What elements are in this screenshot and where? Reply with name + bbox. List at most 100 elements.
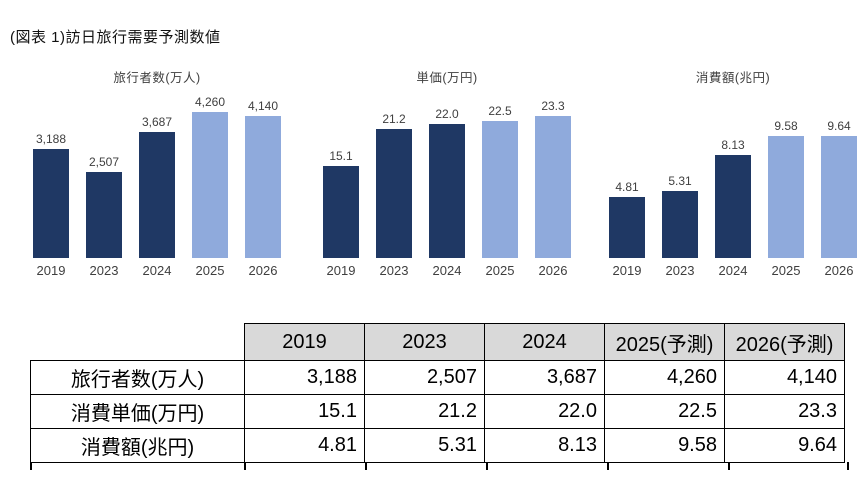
bar-group: 9.58 2025 xyxy=(768,83,804,279)
table-header-row: 2019 2023 2024 2025(予測) 2026(予測) xyxy=(31,323,845,361)
bar-group: 21.2 2023 xyxy=(376,83,412,279)
bar-value-label: 5.31 xyxy=(668,173,692,188)
bar-value-label: 9.64 xyxy=(827,118,851,133)
grid-stub xyxy=(607,462,609,470)
grid-stub xyxy=(847,462,849,470)
bar-group: 22.5 2025 xyxy=(482,83,518,279)
bar-year-label: 2026 xyxy=(248,263,278,278)
chart-consumption: 消費額(兆円) 4.81 2019 5.31 2023 8.13 2024 9.… xyxy=(603,63,863,279)
bar-value-label: 4,260 xyxy=(194,95,226,110)
bar xyxy=(33,148,69,258)
bar-year-label: 2019 xyxy=(612,263,642,278)
value-cell: 22.0 xyxy=(484,394,605,429)
grid-stub xyxy=(244,462,246,470)
bar-group: 3,188 2019 xyxy=(33,83,69,279)
bar-year-label: 2026 xyxy=(824,263,854,278)
value-cell: 4,260 xyxy=(604,360,725,395)
bar-year-label: 2024 xyxy=(432,263,462,278)
bar-group: 8.13 2024 xyxy=(715,83,751,279)
value-cell: 9.64 xyxy=(724,428,845,463)
bar xyxy=(662,190,698,258)
table-row: 旅行者数(万人) 3,188 2,507 3,687 4,260 4,140 xyxy=(30,360,845,395)
bar-group: 3,687 2024 xyxy=(139,83,175,279)
bar-year-label: 2019 xyxy=(36,263,66,278)
bar-year-label: 2026 xyxy=(538,263,568,278)
bar-value-label: 4.81 xyxy=(615,179,639,194)
bar xyxy=(376,128,412,258)
bar-group: 4,140 2026 xyxy=(245,83,281,279)
value-cell: 4.81 xyxy=(244,428,365,463)
table-header-cell: 2023 xyxy=(364,323,485,361)
value-cell: 2,507 xyxy=(364,360,485,395)
row-label-cell: 旅行者数(万人) xyxy=(30,360,245,395)
bar-group: 23.3 2026 xyxy=(535,83,571,279)
chart-unit-price: 単価(万円) 15.1 2019 21.2 2023 22.0 2024 22.… xyxy=(317,63,577,279)
bar xyxy=(715,154,751,258)
bar-value-label: 22.5 xyxy=(488,103,512,118)
value-cell: 3,188 xyxy=(244,360,365,395)
value-cell: 23.3 xyxy=(724,394,845,429)
table-row: 消費単価(万円) 15.1 21.2 22.0 22.5 23.3 xyxy=(30,394,845,429)
bar-group: 9.64 2026 xyxy=(821,83,857,279)
bar-value-label: 15.1 xyxy=(329,148,353,163)
value-cell: 21.2 xyxy=(364,394,485,429)
bar-year-label: 2024 xyxy=(718,263,748,278)
bar xyxy=(535,115,571,258)
grid-stub xyxy=(365,462,367,470)
value-cell: 15.1 xyxy=(244,394,365,429)
bar-group: 5.31 2023 xyxy=(662,83,698,279)
bar-group: 2,507 2023 xyxy=(86,83,122,279)
table-corner-cell xyxy=(31,324,245,361)
bar-plot: 15.1 2019 21.2 2023 22.0 2024 22.5 2025 … xyxy=(323,83,571,279)
bar-value-label: 2,507 xyxy=(88,155,120,170)
bar-plot: 4.81 2019 5.31 2023 8.13 2024 9.58 2025 … xyxy=(609,83,857,279)
bar xyxy=(821,135,857,258)
bar-group: 15.1 2019 xyxy=(323,83,359,279)
table-header-cell: 2026(予測) xyxy=(724,323,845,361)
bar-value-label: 23.3 xyxy=(541,98,565,113)
grid-stub xyxy=(30,462,32,470)
bar xyxy=(139,131,175,258)
bar-value-label: 9.58 xyxy=(774,119,798,134)
value-cell: 5.31 xyxy=(364,428,485,463)
bar-group: 4.81 2019 xyxy=(609,83,645,279)
bar-year-label: 2025 xyxy=(485,263,515,278)
bar-group: 22.0 2024 xyxy=(429,83,465,279)
bar-value-label: 3,188 xyxy=(35,131,67,146)
bar-plot: 3,188 2019 2,507 2023 3,687 2024 4,260 2… xyxy=(33,83,281,279)
grid-stub xyxy=(486,462,488,470)
bar xyxy=(245,116,281,258)
value-cell: 4,140 xyxy=(724,360,845,395)
bar-year-label: 2025 xyxy=(195,263,225,278)
grid-stub xyxy=(728,462,730,470)
bar-year-label: 2023 xyxy=(89,263,119,278)
value-cell: 8.13 xyxy=(484,428,605,463)
value-cell: 9.58 xyxy=(604,428,725,463)
bar xyxy=(482,120,518,258)
value-cell: 3,687 xyxy=(484,360,605,395)
row-label-cell: 消費単価(万円) xyxy=(30,394,245,429)
bar xyxy=(86,172,122,258)
chart-title: 消費額(兆円) xyxy=(695,71,771,85)
bar-year-label: 2023 xyxy=(379,263,409,278)
bar-value-label: 8.13 xyxy=(721,137,745,152)
bar-year-label: 2019 xyxy=(326,263,356,278)
bar xyxy=(429,123,465,258)
bar-year-label: 2025 xyxy=(771,263,801,278)
bar xyxy=(323,165,359,258)
bar-year-label: 2024 xyxy=(142,263,172,278)
bar-year-label: 2023 xyxy=(665,263,695,278)
table-header-cell: 2024 xyxy=(484,323,605,361)
table-row: 消費額(兆円) 4.81 5.31 8.13 9.58 9.64 xyxy=(30,428,845,463)
chart-title: 旅行者数(万人) xyxy=(113,71,201,85)
row-label-cell: 消費額(兆円) xyxy=(30,428,245,463)
bar-group: 4,260 2025 xyxy=(192,83,228,279)
chart-title: 単価(万円) xyxy=(416,71,478,85)
bar-value-label: 4,140 xyxy=(247,99,279,114)
bar xyxy=(192,112,228,258)
table-header-cell: 2025(予測) xyxy=(604,323,725,361)
bar-value-label: 3,687 xyxy=(141,114,173,129)
bar xyxy=(768,136,804,258)
figure-title: (図表 1)訪日旅行需要予測数値 xyxy=(10,29,221,46)
value-cell: 22.5 xyxy=(604,394,725,429)
